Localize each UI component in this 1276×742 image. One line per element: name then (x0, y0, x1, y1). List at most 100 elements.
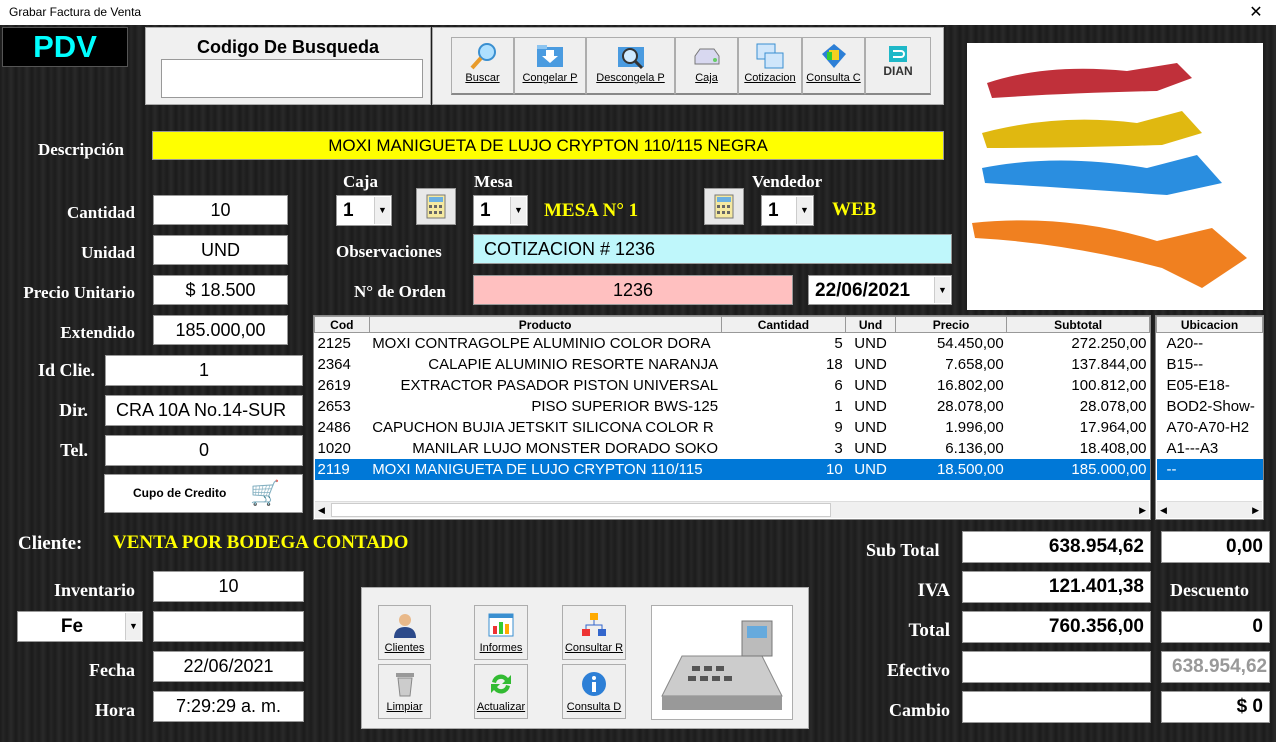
chevron-down-icon: ▼ (125, 613, 141, 640)
unidad-field[interactable]: UND (153, 235, 288, 265)
cotizacion-button[interactable]: Cotizacion (738, 37, 802, 95)
limpiar-button[interactable]: Limpiar (378, 664, 431, 719)
table-row[interactable]: 1020 MANILAR LUJO MONSTER DORADO SOKO 3 UND… (315, 438, 1150, 459)
idclie-field[interactable]: 1 (105, 355, 303, 386)
ubicacion-row[interactable]: BOD2-Show- (1157, 396, 1263, 417)
dian-button[interactable]: DIAN (865, 37, 931, 95)
folder-down-icon (537, 45, 563, 67)
horizontal-scrollbar[interactable]: ◀ ▶ (315, 501, 1149, 518)
chevron-down-icon: ▼ (934, 277, 950, 303)
cantidad-field[interactable]: 10 (153, 195, 288, 225)
pdv-logo: PDV (2, 27, 128, 67)
product-image (967, 43, 1263, 310)
dir-field[interactable]: CRA 10A No.14-SUR (105, 395, 303, 426)
descripcion-label: Descripción (38, 140, 124, 159)
ubicacion-row[interactable]: A1---A3 (1157, 438, 1263, 459)
efectivo-field[interactable] (962, 651, 1151, 683)
observaciones-label: Observaciones (336, 242, 442, 261)
cell-subtotal: 28.078,00 (1079, 397, 1147, 415)
mesa-select[interactable]: 1 ▼ (473, 195, 528, 226)
descongela-button[interactable]: Descongela P (586, 37, 675, 95)
caja-select[interactable]: 1 ▼ (336, 195, 392, 226)
descripcion-field[interactable]: MOXI MANIGUETA DE LUJO CRYPTON 110/115 N… (152, 131, 944, 160)
ubicacion-row[interactable]: B15-- (1157, 354, 1263, 375)
ubicacion-row[interactable]: -- (1156, 458, 1263, 480)
tel-field[interactable]: 0 (105, 435, 303, 466)
efectivo-label: Efectivo (887, 660, 950, 680)
fe-select[interactable]: Fe ▼ (17, 611, 143, 642)
caja-button[interactable]: Caja (675, 37, 738, 95)
ubicacion-row[interactable]: E05-E18- (1157, 375, 1263, 396)
caja-label: Caja (343, 172, 378, 191)
subtotal-field: 638.954,62 (962, 531, 1151, 563)
table-row[interactable]: 2119 MOXI MANIGUETA DE LUJO CRYPTON 110/1… (314, 458, 1150, 480)
cell-subtotal: 185.000,00 (1006, 458, 1150, 480)
cell-cantidad: 18 (825, 355, 843, 373)
table-row[interactable]: 2653 PISO SUPERIOR BWS-125 1 UND 28.078,00 28… (315, 396, 1150, 417)
consultar-r-button[interactable]: Consultar R (562, 605, 626, 660)
search-input[interactable] (161, 59, 423, 98)
consulta-d-button[interactable]: Consulta D (562, 664, 626, 719)
table-row[interactable]: 2364 CALAPIE ALUMINIO RESORTE NARANJA 18 UN… (315, 354, 1150, 375)
informes-button[interactable]: Informes (474, 605, 528, 660)
inventario-field[interactable]: 10 (153, 571, 304, 602)
total-label: Total (908, 620, 950, 641)
precio-field[interactable]: $ 18.500 (153, 275, 288, 305)
table-row[interactable]: 2619 EXTRACTOR PASADOR PISTON UNIVERSAL 6 U… (315, 375, 1150, 396)
extendido-field[interactable]: 185.000,00 (153, 315, 288, 345)
cell-precio: 6.136,00 (945, 439, 1004, 457)
descuento-field[interactable]: 0 (1161, 611, 1270, 643)
table-row[interactable]: 2125 MOXI CONTRAGOLPE ALUMINIO COLOR DORA… (315, 333, 1150, 354)
cantidad-label: Cantidad (66, 203, 135, 222)
orden-field[interactable]: 1236 (473, 275, 793, 305)
consulta-c-button[interactable]: Consulta C (802, 37, 865, 95)
congelar-button[interactable]: Congelar P (514, 37, 586, 95)
close-button[interactable]: ✕ (1249, 4, 1263, 21)
vendedor-select[interactable]: 1 ▼ (761, 195, 814, 226)
scroll-thumb[interactable] (331, 503, 831, 517)
ubicacion-row[interactable]: A70-A70-H2 (1157, 417, 1263, 438)
table-row[interactable]: 2486 CAPUCHON BUJIA JETSKIT SILICONA COLO… (315, 417, 1150, 438)
cash-register-button[interactable] (651, 605, 793, 720)
scroll-right-icon: ▶ (1139, 505, 1146, 515)
buscar-button[interactable]: Buscar (451, 37, 514, 95)
header-ubicacion[interactable]: Ubicacion (1156, 316, 1263, 333)
cell-precio: 16.802,00 (936, 376, 1004, 394)
observaciones-field[interactable]: COTIZACION # 1236 (473, 234, 952, 264)
clientes-button[interactable]: Clientes (378, 605, 431, 660)
cell-cod: 2486 (317, 418, 351, 436)
header-precio[interactable]: Precio (894, 316, 1008, 333)
header-und[interactable]: Und (845, 316, 896, 333)
cell-cod: 2364 (317, 355, 351, 373)
fe-field[interactable] (153, 611, 304, 642)
cell-cod: 2619 (317, 376, 351, 394)
header-producto[interactable]: Producto (368, 316, 722, 333)
header-cantidad[interactable]: Cantidad (720, 316, 847, 333)
hora-field[interactable]: 7:29:29 a. m. (153, 691, 304, 722)
cell-ubicacion: E05-E18- (1166, 376, 1230, 394)
ubicacion-row[interactable]: A20-- (1157, 333, 1263, 354)
cell-producto: CAPUCHON BUJIA JETSKIT SILICONA COLOR R (372, 418, 714, 436)
toolbar: Buscar Congelar P Descongela P Caja Coti… (432, 27, 944, 105)
actualizar-button[interactable]: Actualizar (474, 664, 528, 719)
cell-precio: 18.500,00 (895, 458, 1007, 480)
cell-cantidad: 3 (834, 439, 843, 457)
header-cod[interactable]: Cod (314, 316, 370, 333)
cell-precio: 1.996,00 (945, 418, 1004, 436)
horizontal-scrollbar[interactable]: ◀ ▶ (1157, 501, 1262, 518)
fecha-field[interactable]: 22/06/2021 (153, 651, 304, 682)
items-table[interactable]: Cod Producto Cantidad Und Precio Subtotal 212… (313, 315, 1151, 520)
title-bar: Grabar Factura de Venta (0, 0, 1276, 25)
caja-calculator-button[interactable] (416, 188, 456, 225)
cell-subtotal: 18.408,00 (1079, 439, 1147, 457)
fecha-select[interactable]: 22/06/2021 ▼ (808, 275, 952, 305)
chevron-down-icon: ▼ (510, 197, 526, 224)
ubicacion-table[interactable]: Ubicacion A20-- B15-- E05-E18- BOD2-Show- A70… (1155, 315, 1264, 520)
unidad-label: Unidad (81, 243, 135, 262)
mesa-calculator-button[interactable] (704, 188, 744, 225)
cupo-credito-button[interactable]: Cupo de Credito 🛒 (104, 474, 303, 513)
precio-label: Precio Unitario (23, 283, 135, 302)
header-subtotal[interactable]: Subtotal (1006, 316, 1150, 333)
cell-subtotal: 17.964,00 (1079, 418, 1147, 436)
cell-und: UND (854, 397, 887, 415)
